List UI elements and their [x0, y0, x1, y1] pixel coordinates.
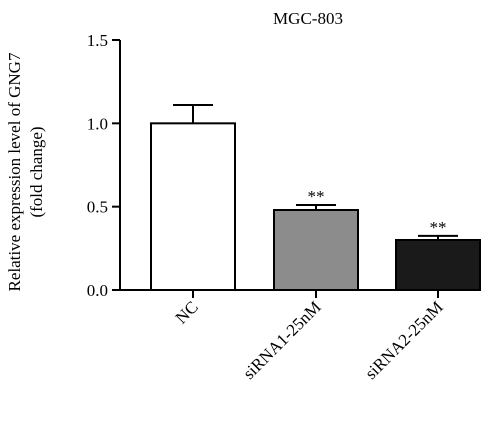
- bar-0: [150, 122, 236, 292]
- y-axis-label-line-1: Relative expression level of GNG7: [5, 52, 24, 291]
- y-tick-label-3: 1.5: [87, 31, 108, 50]
- y-axis-label-line-2: (fold change): [27, 126, 46, 217]
- significance-label-2: **: [430, 218, 447, 237]
- x-tick-label-0: NC: [172, 297, 202, 327]
- y-axis-label: Relative expression level of GNG7 (fold …: [5, 52, 46, 291]
- x-tick-label-1: siRNA1-25nM: [239, 297, 325, 383]
- chart-title: MGC-803: [273, 9, 343, 28]
- x-tick-label-2: siRNA2-25nM: [361, 297, 447, 383]
- y-tick-label-1: 0.5: [87, 198, 108, 217]
- bar-1: [273, 209, 359, 291]
- bar-2: [395, 239, 481, 291]
- y-tick-label-0: 0.0: [87, 281, 108, 300]
- y-tick-label-2: 1.0: [87, 114, 108, 133]
- significance-label-1: **: [308, 187, 325, 206]
- plot-area: 0.0 0.5 1.0 1.5 NC ** siRNA1-25nM ** siRNA2-25nM: [87, 31, 481, 383]
